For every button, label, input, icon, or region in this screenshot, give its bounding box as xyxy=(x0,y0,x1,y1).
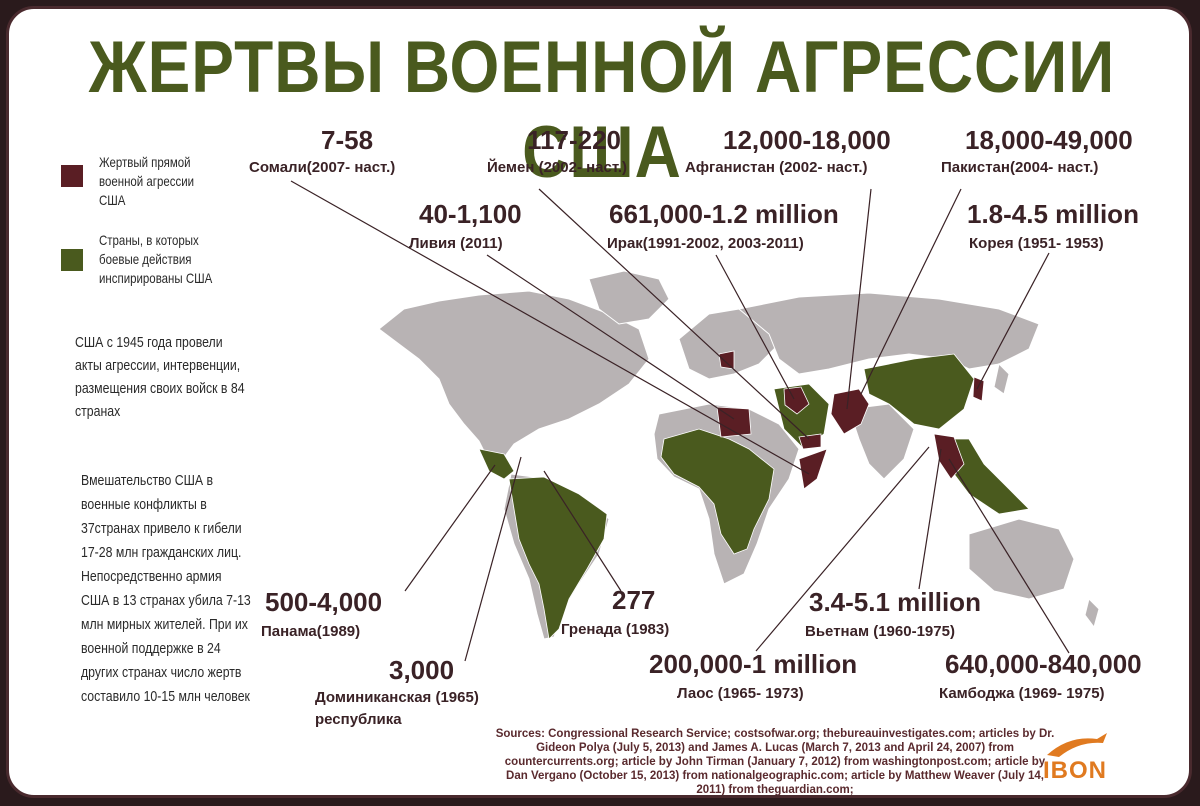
southeast-asia-inspired xyxy=(943,438,1030,515)
central-america-inspired xyxy=(478,448,515,480)
grenada-casualties: 277 xyxy=(612,585,656,615)
korea-casualties: 1.8-4.5 million xyxy=(967,199,1139,229)
somali-country: Сомали(2007- наст.) xyxy=(249,159,396,176)
note-aggression-count: США с 1945 года провели акты агрессии, и… xyxy=(75,334,245,420)
laos-casualties: 200,000-1 million xyxy=(649,649,858,679)
dominican-country: Доминиканская (1965) xyxy=(315,689,479,706)
world-map xyxy=(290,180,1100,662)
leader-lines xyxy=(290,180,1070,662)
libya-country: Ливия (2011) xyxy=(409,235,503,252)
australia-landmass xyxy=(968,518,1075,600)
legend-label-direct: Жертвый прямой военной агрессии США xyxy=(99,154,195,208)
afghanistan-country: Афганистан (2002- наст.) xyxy=(685,159,868,176)
somali-casualties: 7-58 xyxy=(321,125,374,155)
asia-inspired xyxy=(863,353,975,430)
yemen-direct xyxy=(798,433,822,450)
pakistan-country: Пакистан(2004- наст.) xyxy=(941,159,1099,176)
cambodia-country: Камбоджа (1969- 1975) xyxy=(939,685,1105,702)
infographic-frame: ЖЕРТВЫ ВОЕННОЙ АГРЕССИИ США Жертвый прям… xyxy=(6,6,1192,798)
yemen-country: Йемен (2002- наст.) xyxy=(487,159,628,176)
somalia-direct xyxy=(798,448,828,490)
panama-casualties: 500-4,000 xyxy=(265,587,383,617)
vietnam-country: Вьетнам (1960-1975) xyxy=(805,623,955,640)
japan-landmass xyxy=(993,362,1010,395)
grenada-country: Гренада (1983) xyxy=(561,621,670,638)
ibon-logo-text: IBON xyxy=(1043,757,1107,784)
yemen-casualties: 117-220 xyxy=(527,125,621,155)
laos-country: Лаос (1965- 1973) xyxy=(677,685,804,702)
cambodia-casualties: 640,000-840,000 xyxy=(945,649,1142,679)
libya-direct xyxy=(716,406,752,438)
afghanistan-pakistan-direct xyxy=(830,388,870,435)
korea-country: Корея (1951- 1953) xyxy=(969,235,1104,252)
dominican-casualties: 3,000 xyxy=(389,655,455,685)
balkans-direct xyxy=(718,350,735,370)
libya-casualties: 40-1,100 xyxy=(419,199,522,229)
legend-swatch-direct xyxy=(61,165,83,187)
panama-country: Панама(1989) xyxy=(261,623,361,640)
new-zealand-landmass xyxy=(1084,598,1100,629)
legend-swatch-inspired xyxy=(61,249,83,271)
south-america-inspired xyxy=(508,476,608,640)
north-america-landmass xyxy=(378,290,650,465)
iraq-country: Ирак(1991-2002, 2003-2011) xyxy=(607,235,804,252)
korea-direct xyxy=(972,376,985,402)
pakistan-casualties: 18,000-49,000 xyxy=(965,125,1133,155)
page-title: ЖЕРТВЫ ВОЕННОЙ АГРЕССИИ США xyxy=(88,25,1116,193)
sources-text: Sources: Congressional Research Service;… xyxy=(495,728,1055,796)
africa-inspired xyxy=(660,428,775,555)
afghanistan-casualties: 12,000-18,000 xyxy=(723,125,891,155)
iraq-casualties: 661,000-1.2 million xyxy=(609,199,839,229)
iraq-direct xyxy=(783,386,810,415)
dominican-country-line2: республика xyxy=(315,711,402,728)
indochina-direct xyxy=(933,433,965,480)
vietnam-casualties: 3.4-5.1 million xyxy=(809,587,981,617)
ibon-logo-icon xyxy=(1047,733,1107,757)
legend-label-inspired: Страны, в которых боевые действия инспир… xyxy=(99,232,213,286)
asia-landmass xyxy=(737,292,1040,375)
india-landmass xyxy=(848,403,915,480)
note-casualties: Вмешательство США в военные конфликты в … xyxy=(81,472,251,705)
